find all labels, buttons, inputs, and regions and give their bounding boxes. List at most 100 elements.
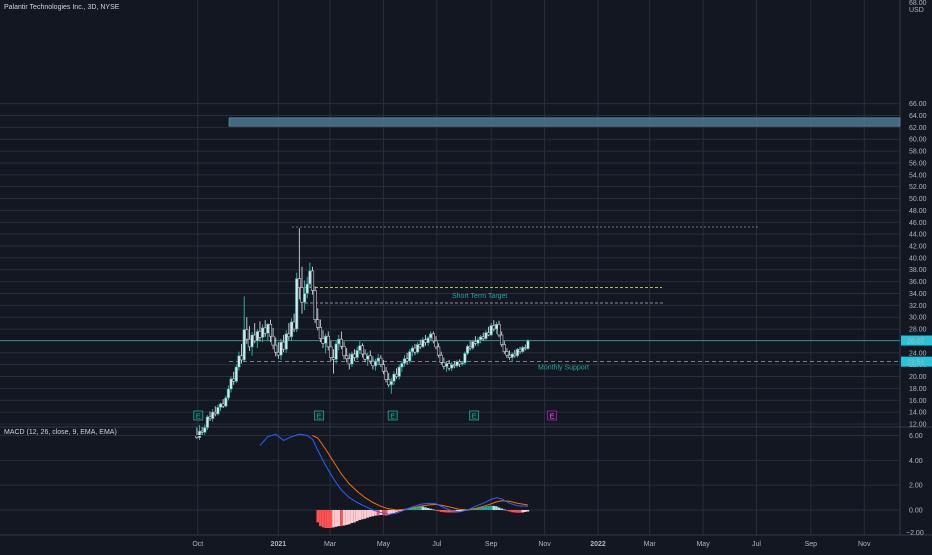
macd-histogram-bar [460, 510, 464, 511]
macd-histogram-bar [374, 510, 377, 516]
macd-tick-label: −2.00 [906, 530, 924, 537]
price-tick-label: 40.00 [909, 255, 927, 262]
candle-body [371, 360, 375, 367]
candle-body [479, 336, 483, 341]
candle-body [363, 353, 367, 360]
earnings-marker-letter: E [472, 414, 477, 421]
candle-body [281, 341, 286, 350]
macd-histogram-bar [476, 507, 480, 510]
macd-histogram-bar [347, 510, 351, 525]
macd-histogram-bar [334, 510, 338, 527]
macd-histogram-bar [321, 510, 325, 528]
resistance-zone [228, 117, 901, 127]
candle-body [297, 278, 301, 288]
candle-body [268, 324, 273, 337]
price-tick-label: 30.00 [909, 315, 927, 322]
candle-body [352, 353, 357, 358]
candle-body [310, 270, 315, 291]
candle-body [502, 344, 506, 352]
macd-histogram-bar [524, 510, 527, 512]
currency-label: USD [909, 7, 924, 14]
earnings-marker [387, 410, 398, 421]
candle-body [329, 346, 333, 358]
candle-body [473, 341, 477, 344]
candle-body [300, 287, 304, 303]
candle-body [413, 347, 417, 353]
macd-histogram-bar [510, 510, 514, 513]
signal-line [312, 435, 528, 511]
candle-body [276, 351, 280, 356]
price-tick-label: 52.00 [909, 184, 927, 191]
candle-body [313, 290, 317, 320]
price-tick-label: 60.00 [909, 137, 927, 144]
macd-histogram-bar [439, 510, 443, 512]
macd-histogram-bar [497, 507, 501, 510]
candle-body [444, 363, 449, 367]
support-price-badge [901, 356, 932, 367]
price-tick-label: 54.00 [909, 172, 927, 179]
macd-line [259, 433, 528, 515]
candle-body [431, 333, 435, 342]
candle-body [465, 345, 470, 354]
macd-histogram-bar [384, 510, 388, 516]
macd-histogram-bar [329, 510, 333, 529]
candle-body [442, 361, 446, 367]
macd-histogram-bar [502, 509, 506, 511]
candle-body [526, 340, 530, 349]
macd-histogram-bar [421, 506, 425, 510]
candle-body [292, 321, 296, 330]
earnings-marker [469, 410, 480, 421]
price-tick-label: 36.00 [909, 279, 927, 286]
candle-body [287, 333, 291, 338]
candle-body [195, 435, 199, 438]
price-tick-label: 28.00 [909, 327, 927, 334]
support-price-label: 22.51 [907, 360, 925, 367]
macd-histogram-bar [505, 510, 509, 511]
macd-histogram-bar [516, 510, 519, 513]
candle-body [205, 416, 210, 428]
candle-body [324, 335, 328, 344]
macd-histogram-bar [434, 510, 438, 511]
macd-histogram-bar [508, 510, 511, 512]
candle-body [347, 358, 351, 365]
macd-histogram-bar [342, 510, 346, 526]
candle-body [421, 339, 425, 348]
x-tick-label: 2021 [271, 541, 287, 548]
price-tick-label: 58.00 [909, 149, 927, 156]
macd-histogram-bar [513, 510, 517, 513]
candle-body [211, 411, 215, 419]
macd-histogram-bar [397, 510, 401, 512]
price-tick-label: 14.00 [909, 410, 927, 417]
macd-histogram-bar [390, 510, 393, 514]
candle-body [358, 345, 362, 351]
candle-body [460, 362, 464, 365]
last-price-label: 26.07 [907, 339, 925, 346]
candle-body [494, 324, 499, 330]
candle-body [389, 380, 393, 386]
candle-body [513, 353, 517, 357]
candle-body [381, 364, 386, 372]
candle-body [242, 329, 246, 361]
candle-body [439, 354, 443, 363]
macd-histogram-bar [368, 510, 372, 517]
macd-tick-label: 6.00 [909, 433, 923, 440]
candle-body [245, 329, 249, 340]
candle-body [384, 370, 388, 380]
macd-histogram-bar [474, 508, 477, 510]
macd-histogram-bar [319, 510, 322, 527]
candle-body [434, 340, 438, 348]
candle-body [510, 353, 514, 358]
indicator-title: MACD (12, 26, close, 9, EMA, EMA) [4, 429, 117, 436]
x-tick-label: Oct [192, 541, 203, 548]
candle-body [489, 325, 493, 336]
candle-body [402, 358, 407, 364]
candle-body [308, 270, 312, 285]
candle-body [255, 331, 259, 342]
price-tick-label: 24.00 [909, 350, 927, 357]
candle-body [505, 351, 509, 356]
candle-body [221, 403, 225, 407]
last-price-badge [901, 335, 932, 346]
earnings-marker [193, 410, 204, 421]
price-tick-label: 20.00 [909, 374, 927, 381]
